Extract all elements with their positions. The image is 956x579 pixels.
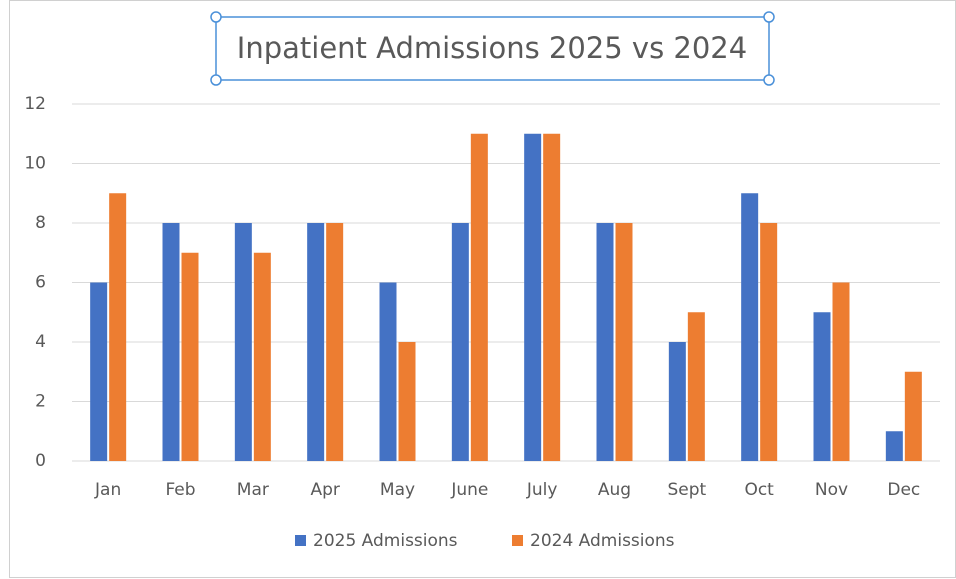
y-tick-label: 0 (35, 451, 46, 471)
legend-label: 2024 Admissions (530, 531, 675, 551)
x-tick-label: May (380, 480, 415, 500)
bar (741, 193, 759, 461)
bar (109, 193, 127, 461)
x-tick-label: Sept (667, 480, 706, 500)
x-tick-label: Mar (237, 480, 269, 500)
bar (451, 223, 469, 461)
y-tick-label: 2 (35, 392, 46, 412)
bar (253, 252, 271, 461)
x-tick-label: Aug (598, 480, 631, 500)
y-tick-label: 10 (24, 154, 46, 174)
title-selection-box[interactable] (215, 16, 770, 81)
x-tick-label: June (450, 480, 488, 500)
bar (832, 282, 850, 461)
x-tick-label: Nov (815, 480, 848, 500)
bar (379, 282, 397, 461)
bar (813, 312, 831, 461)
bar (307, 223, 325, 461)
bar (760, 223, 778, 461)
bar (687, 312, 705, 461)
y-tick-label: 8 (35, 213, 46, 233)
bar (524, 133, 542, 461)
x-tick-label: Dec (887, 480, 920, 500)
y-tick-label: 12 (24, 94, 46, 114)
legend-swatch (512, 535, 523, 546)
legend-label: 2025 Admissions (313, 531, 458, 551)
bar (615, 223, 633, 461)
x-tick-label: July (526, 480, 558, 500)
bar (398, 342, 416, 461)
bar (181, 252, 199, 461)
bar (470, 133, 488, 461)
bar (90, 282, 108, 461)
y-tick-label: 6 (35, 273, 46, 293)
x-tick-label: Oct (744, 480, 774, 500)
x-tick-label: Apr (310, 480, 339, 500)
bar (162, 223, 180, 461)
y-tick-label: 4 (35, 332, 46, 352)
bar (668, 342, 686, 461)
bar (904, 371, 922, 461)
bar (596, 223, 614, 461)
x-tick-label: Jan (94, 480, 121, 500)
legend-swatch (295, 535, 306, 546)
bar (885, 431, 903, 461)
bar (234, 223, 252, 461)
bar (543, 133, 561, 461)
selection-handles (210, 11, 775, 86)
bar (326, 223, 344, 461)
chart-title: Inpatient Admissions 2025 vs 2024 (237, 31, 747, 65)
x-tick-label: Feb (165, 480, 195, 500)
